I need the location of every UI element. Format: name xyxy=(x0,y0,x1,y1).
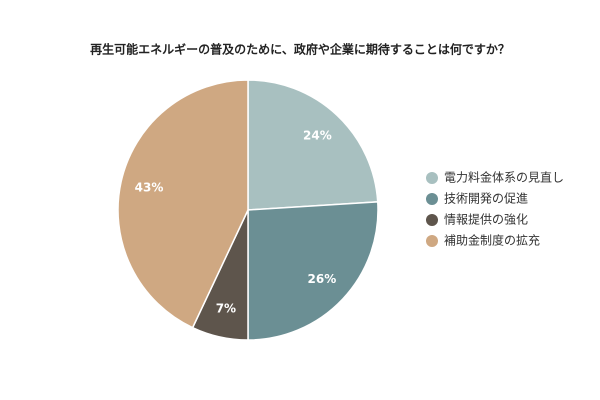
legend-marker xyxy=(426,214,438,226)
value-label: 24% xyxy=(303,129,332,143)
legend-marker xyxy=(426,235,438,247)
value-label: 26% xyxy=(308,272,337,286)
value-label: 7% xyxy=(216,301,236,315)
value-label: 43% xyxy=(135,180,164,194)
pie-slice xyxy=(247,79,379,211)
legend-marker xyxy=(426,193,438,205)
chart-title: 再生可能エネルギーの普及のために、政府や企業に期待することは何ですか？ xyxy=(90,42,510,57)
legend-marker xyxy=(426,172,438,184)
legend-label: 補助金制度の拡充 xyxy=(444,233,540,248)
legend-label: 技術開発の促進 xyxy=(444,192,528,206)
legend-label: 情報提供の強化 xyxy=(444,212,528,227)
pie-slice xyxy=(117,79,249,329)
legend-label: 電力料金体系の見直し xyxy=(444,170,564,185)
pie-slice xyxy=(247,201,379,341)
